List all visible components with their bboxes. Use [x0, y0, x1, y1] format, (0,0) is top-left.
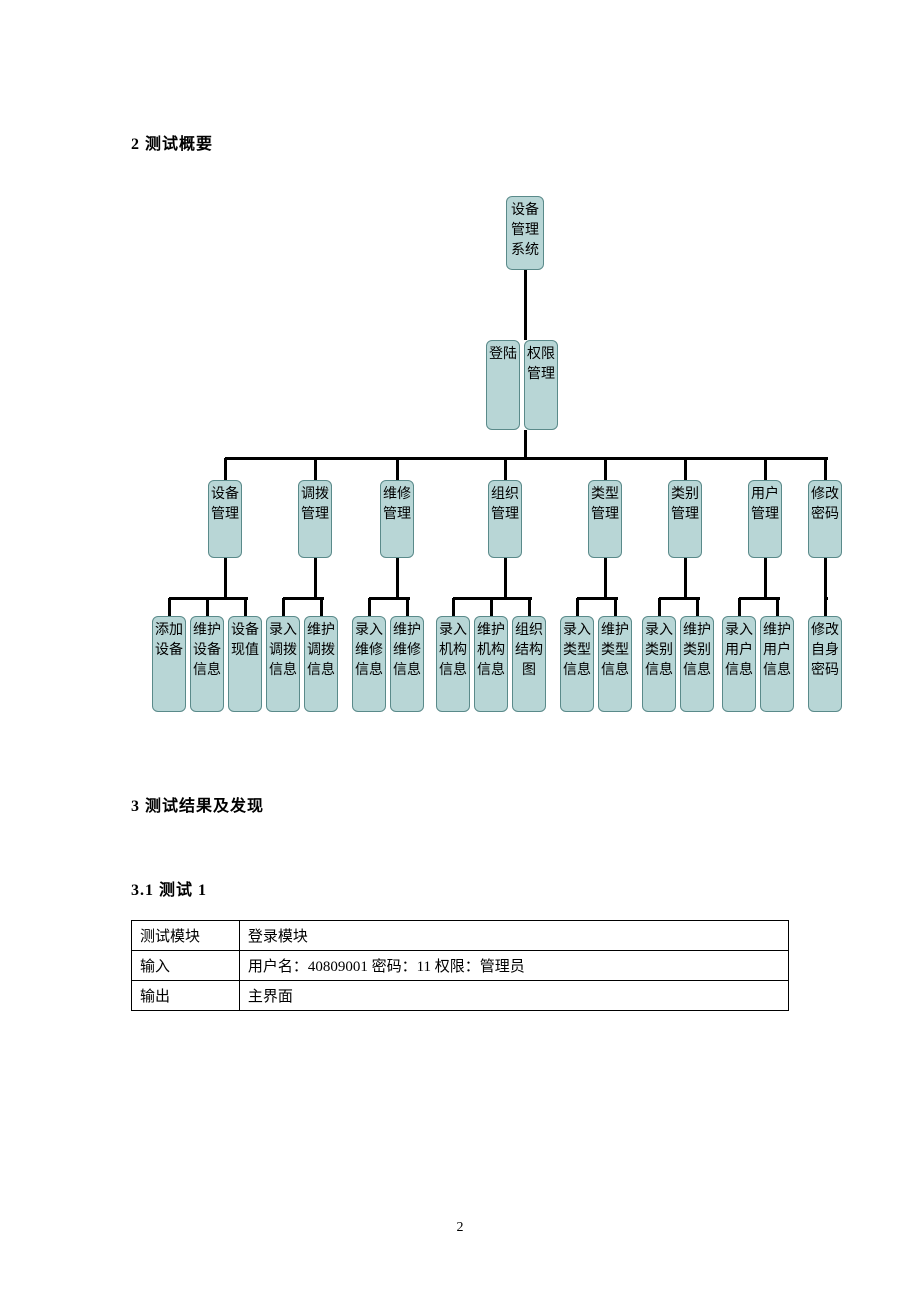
tree-leaf-8: 维护 机构 信息 — [474, 616, 508, 712]
tree-leaf-12: 录入 类别 信息 — [642, 616, 676, 712]
tree-leaf-15: 维护 用户 信息 — [760, 616, 794, 712]
connector — [490, 598, 493, 616]
table-row: 输出主界面 — [132, 981, 789, 1011]
tree-root: 设备 管理 系统 — [506, 196, 544, 270]
table-cell: 用户名：40809001 密码：11 权限：管理员 — [239, 951, 788, 981]
table-cell: 登录模块 — [239, 921, 788, 951]
table-cell: 主界面 — [239, 981, 788, 1011]
tree-leaf-4: 维护 调拨 信息 — [304, 616, 338, 712]
connector — [764, 458, 767, 480]
connector — [738, 598, 741, 616]
tree-leaf-16: 修改 自身 密码 — [808, 616, 842, 712]
connector — [659, 597, 700, 600]
connector — [453, 597, 532, 600]
connector — [577, 597, 618, 600]
tree-leaf-6: 维护 维修 信息 — [390, 616, 424, 712]
table-row: 测试模块登录模块 — [132, 921, 789, 951]
connector — [320, 598, 323, 616]
connector — [576, 598, 579, 616]
connector — [396, 558, 399, 598]
connector — [824, 598, 827, 616]
connector — [224, 558, 227, 598]
connector — [504, 458, 507, 480]
table-cell: 输出 — [132, 981, 240, 1011]
connector — [524, 270, 527, 340]
tree-leaf-0: 添加 设备 — [152, 616, 186, 712]
test-case-table: 测试模块登录模块输入用户名：40809001 密码：11 权限：管理员输出主界面 — [131, 920, 789, 1011]
connector — [369, 597, 410, 600]
tree-leaf-5: 录入 维修 信息 — [352, 616, 386, 712]
tree-l3-pwd: 修改 密码 — [808, 480, 842, 558]
connector — [283, 597, 324, 600]
org-tree-diagram: 设备 管理 系统登陆权限 管理设备 管理 调拨 管理 维修 管理 组织 管理 类型 管理… — [0, 0, 920, 760]
connector — [224, 458, 227, 480]
connector — [282, 598, 285, 616]
tree-leaf-14: 录入 用户 信息 — [722, 616, 756, 712]
tree-leaf-13: 维护 类别 信息 — [680, 616, 714, 712]
connector — [368, 598, 371, 616]
connector — [824, 558, 827, 598]
connector — [524, 430, 527, 458]
tree-l2-1: 权限 管理 — [524, 340, 558, 430]
page-number: 2 — [452, 1220, 468, 1236]
tree-leaf-7: 录入 机构 信息 — [436, 616, 470, 712]
tree-l3-dev: 设备 管理 — [208, 480, 242, 558]
tree-l3-tran: 调拨 管理 — [298, 480, 332, 558]
connector — [604, 558, 607, 598]
connector — [824, 458, 827, 480]
connector — [452, 598, 455, 616]
connector — [504, 558, 507, 598]
connector — [206, 598, 209, 616]
connector — [314, 458, 317, 480]
connector — [168, 598, 171, 616]
tree-l3-cat: 类别 管理 — [668, 480, 702, 558]
tree-l3-rep: 维修 管理 — [380, 480, 414, 558]
tree-leaf-3: 录入 调拨 信息 — [266, 616, 300, 712]
connector — [244, 598, 247, 616]
connector — [696, 598, 699, 616]
connector — [614, 598, 617, 616]
tree-leaf-11: 维护 类型 信息 — [598, 616, 632, 712]
connector — [658, 598, 661, 616]
tree-l3-org: 组织 管理 — [488, 480, 522, 558]
heading-test-1: 3.1 测试 1 — [131, 876, 207, 900]
tree-l2-0: 登陆 — [486, 340, 520, 430]
tree-l3-type: 类型 管理 — [588, 480, 622, 558]
connector — [604, 458, 607, 480]
connector — [406, 598, 409, 616]
page: 2 测试概要 设备 管理 系统登陆权限 管理设备 管理调拨 管理维修 管理组织 … — [0, 0, 920, 1302]
connector — [396, 458, 399, 480]
table-cell: 测试模块 — [132, 921, 240, 951]
table-row: 输入用户名：40809001 密码：11 权限：管理员 — [132, 951, 789, 981]
connector — [528, 598, 531, 616]
tree-leaf-9: 组织 结构 图 — [512, 616, 546, 712]
table-cell: 输入 — [132, 951, 240, 981]
connector — [169, 597, 248, 600]
connector — [684, 458, 687, 480]
connector — [314, 558, 317, 598]
heading-test-results: 3 测试结果及发现 — [131, 792, 264, 816]
connector — [684, 558, 687, 598]
connector — [776, 598, 779, 616]
connector — [764, 558, 767, 598]
tree-leaf-2: 设备 现值 — [228, 616, 262, 712]
tree-leaf-1: 维护 设备 信息 — [190, 616, 224, 712]
tree-l3-user: 用户 管理 — [748, 480, 782, 558]
connector — [739, 597, 780, 600]
tree-leaf-10: 录入 类型 信息 — [560, 616, 594, 712]
